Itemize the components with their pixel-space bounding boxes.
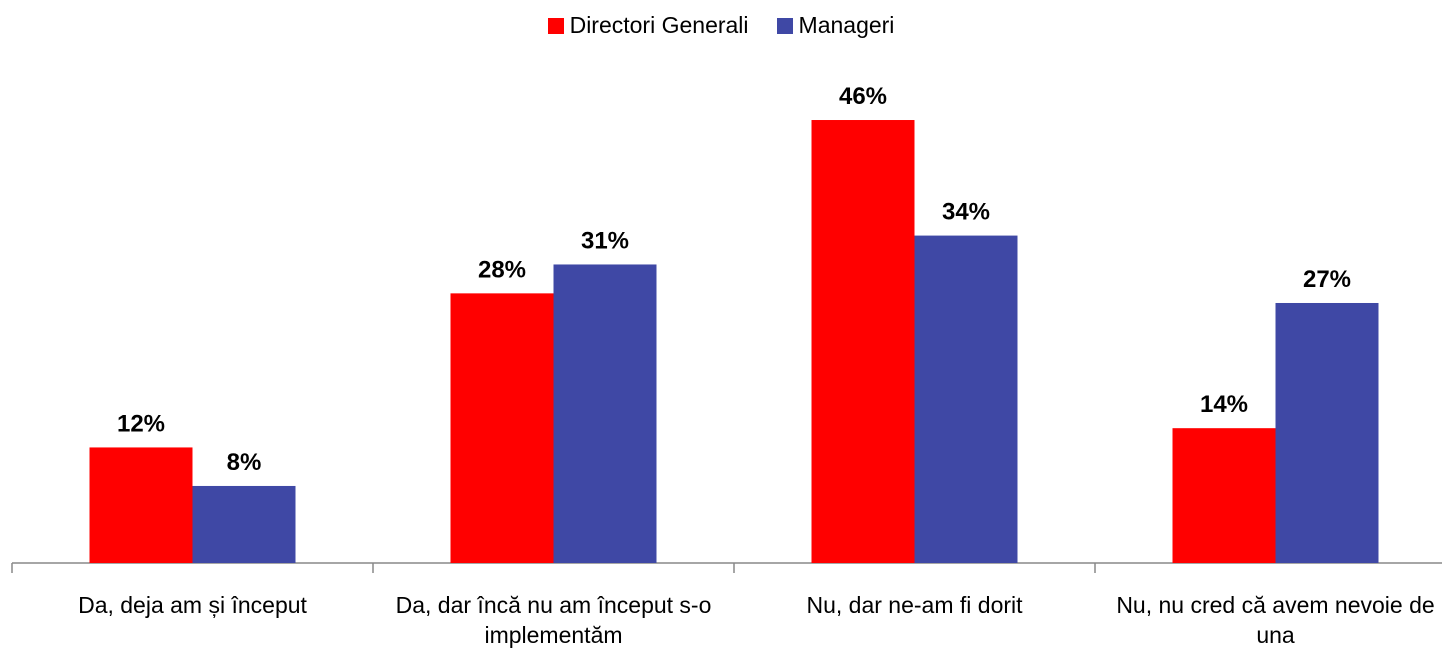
x-tick-label: Da, dar încă nu am început s-o implement…: [395, 592, 712, 648]
data-label: 46%: [839, 83, 887, 110]
legend-label: Directori Generali: [569, 12, 749, 38]
bar: [192, 485, 296, 563]
data-label: 34%: [942, 199, 990, 226]
bar: [450, 293, 554, 563]
bar: [914, 235, 1018, 563]
bar: [1172, 428, 1276, 563]
legend-label: Manageri: [798, 12, 895, 38]
x-tick-label: Nu, dar ne-am fi dorit: [806, 592, 1023, 618]
data-label: 12%: [117, 410, 165, 437]
bar: [89, 447, 193, 563]
data-label: 14%: [1200, 391, 1248, 418]
data-label: 31%: [581, 227, 629, 254]
data-label: 28%: [478, 256, 526, 283]
x-tick-label: Da, deja am și început: [78, 592, 307, 618]
bar: [553, 264, 657, 563]
legend-item: Directori Generali: [547, 12, 749, 39]
legend-swatch: [547, 17, 564, 34]
legend-item: Manageri: [776, 12, 895, 39]
data-label: 27%: [1303, 266, 1351, 293]
legend: Directori Generali Manageri: [0, 12, 1442, 39]
bar: [1275, 302, 1379, 563]
x-tick-label: Nu, nu cred că avem nevoie de una: [1116, 592, 1435, 648]
data-label: 8%: [227, 449, 262, 476]
legend-swatch: [776, 17, 793, 34]
bar: [811, 120, 915, 564]
